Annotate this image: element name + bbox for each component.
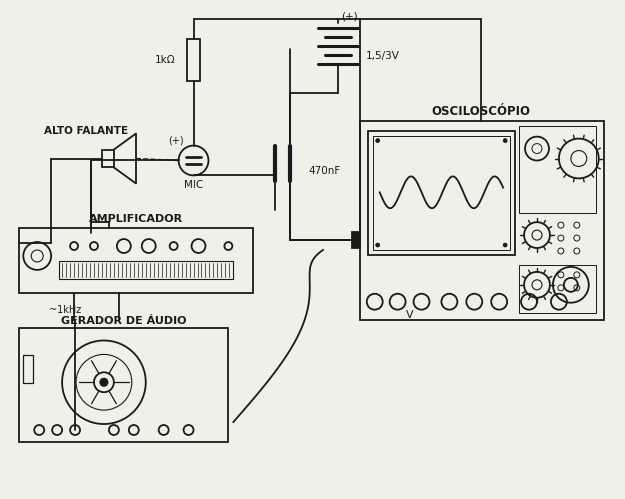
Text: ~1kHz: ~1kHz xyxy=(49,305,81,315)
Text: (+): (+) xyxy=(341,11,358,21)
Bar xyxy=(102,150,114,168)
Text: OSCILOSCÓPIO: OSCILOSCÓPIO xyxy=(432,105,531,118)
Circle shape xyxy=(376,139,380,143)
Circle shape xyxy=(503,243,507,247)
Text: GERADOR DE ÁUDIO: GERADOR DE ÁUDIO xyxy=(61,315,187,326)
Bar xyxy=(19,228,253,293)
Circle shape xyxy=(376,243,380,247)
Bar xyxy=(59,261,233,279)
Bar xyxy=(368,131,515,255)
Circle shape xyxy=(503,139,507,143)
Bar xyxy=(352,232,360,248)
Bar xyxy=(519,265,596,313)
Text: AMPLIFICADOR: AMPLIFICADOR xyxy=(89,214,183,224)
Bar xyxy=(19,327,228,442)
Text: V: V xyxy=(406,310,413,320)
Text: MIC: MIC xyxy=(184,180,203,190)
Text: (+): (+) xyxy=(168,136,183,146)
Bar xyxy=(23,355,33,383)
Circle shape xyxy=(100,378,108,386)
Text: 470nF: 470nF xyxy=(309,167,341,177)
Bar xyxy=(372,136,510,250)
Text: ALTO FALANTE: ALTO FALANTE xyxy=(44,126,128,136)
Text: 1kΩ: 1kΩ xyxy=(155,55,176,65)
Bar xyxy=(186,39,201,81)
Bar xyxy=(519,126,596,213)
Bar xyxy=(360,121,604,319)
Text: 1,5/3V: 1,5/3V xyxy=(366,51,399,61)
